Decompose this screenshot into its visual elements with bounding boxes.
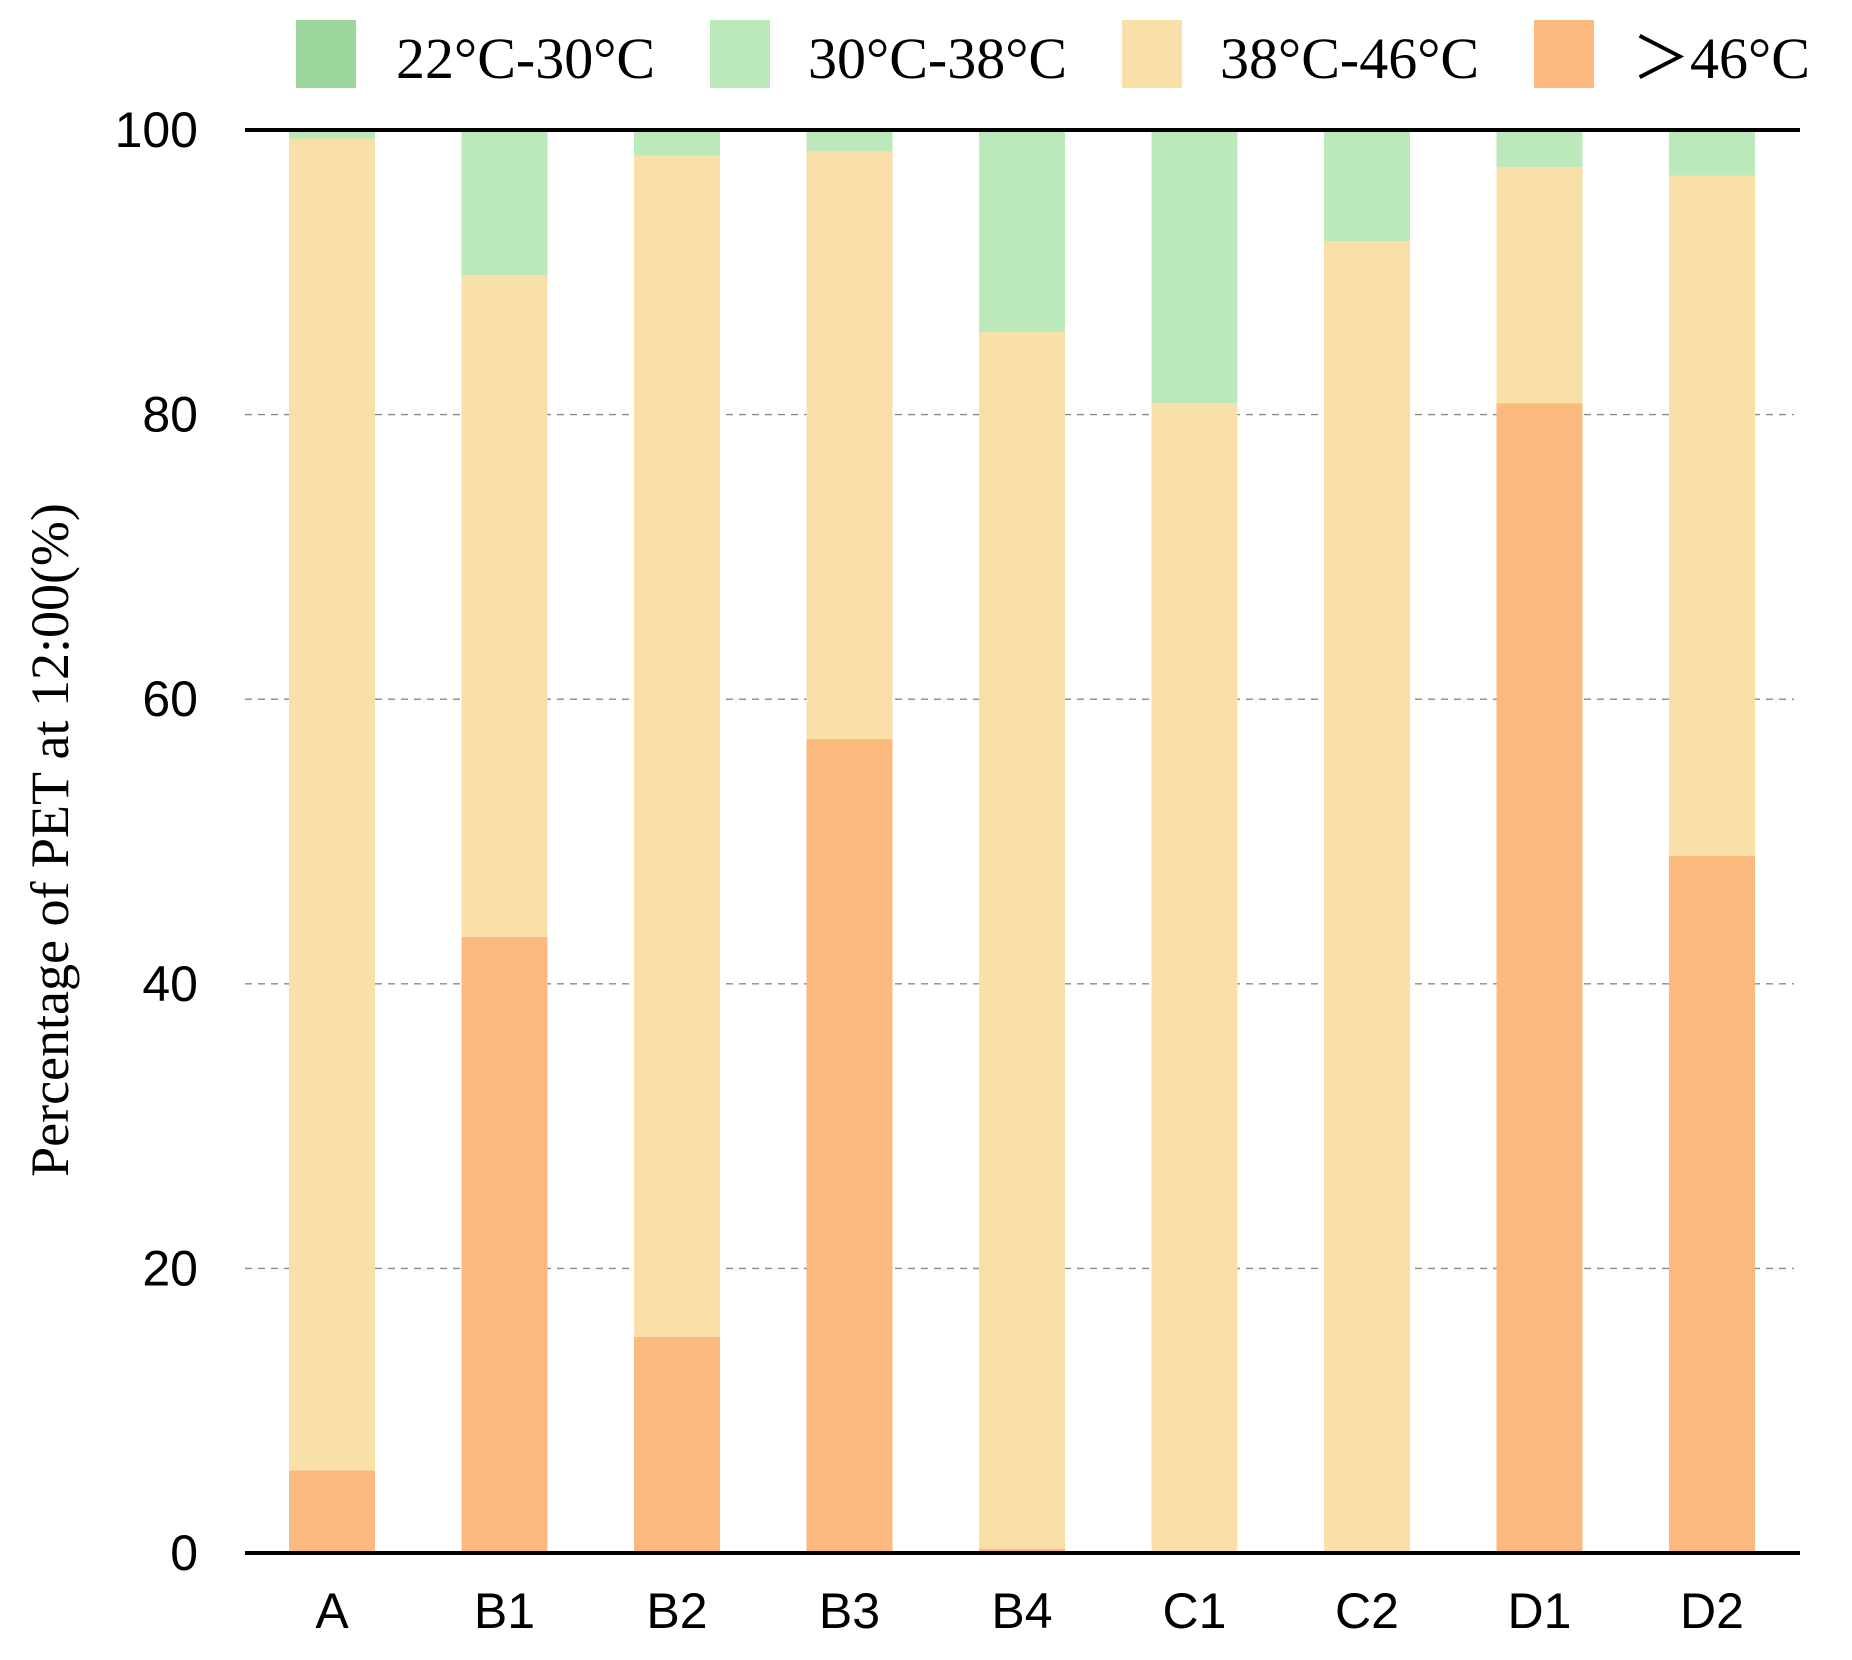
bar-B4-_46_C bbox=[979, 1548, 1065, 1553]
y-tick-label-60: 60 bbox=[142, 671, 198, 727]
bar-A-38_C_46_C bbox=[289, 138, 375, 1471]
bar-C1-30_C_38_C bbox=[1151, 130, 1238, 404]
x-tick-label-B3: B3 bbox=[819, 1583, 880, 1639]
x-tick-label-C2: C2 bbox=[1335, 1583, 1399, 1639]
y-axis-label: Percentage of PET at 12:00(%) bbox=[20, 503, 80, 1177]
x-tick-label-D1: D1 bbox=[1508, 1583, 1572, 1639]
bar-C1-38_C_46_C bbox=[1151, 403, 1238, 1553]
bar-A-_46_C bbox=[289, 1470, 375, 1553]
y-tick-label-0: 0 bbox=[170, 1525, 198, 1581]
bar-D1-_46_C bbox=[1496, 403, 1583, 1553]
legend-swatch-_46_C bbox=[1534, 20, 1594, 88]
bar-D2-38_C_46_C bbox=[1669, 175, 1755, 856]
y-tick-label-80: 80 bbox=[142, 387, 198, 443]
bar-B2-_46_C bbox=[634, 1336, 720, 1553]
x-tick-label-D2: D2 bbox=[1680, 1583, 1744, 1639]
bars-layer bbox=[289, 130, 1755, 1553]
legend-swatch-30_C_38_C bbox=[710, 20, 770, 88]
legend-swatch-22_C_30_C bbox=[296, 20, 356, 88]
legend-label-30_C_38_C: 30°C-38°C bbox=[808, 26, 1067, 91]
bar-B4-30_C_38_C bbox=[979, 130, 1065, 333]
bar-D1-30_C_38_C bbox=[1496, 130, 1583, 167]
legend-label-22_C_30_C: 22°C-30°C bbox=[396, 26, 655, 91]
x-tick-label-B4: B4 bbox=[991, 1583, 1052, 1639]
bar-D2-30_C_38_C bbox=[1669, 130, 1755, 176]
bar-B3-30_C_38_C bbox=[806, 130, 893, 152]
bar-C2-38_C_46_C bbox=[1324, 240, 1410, 1553]
x-tick-label-B2: B2 bbox=[646, 1583, 707, 1639]
y-tick-label-20: 20 bbox=[142, 1240, 198, 1296]
bar-B2-30_C_38_C bbox=[634, 130, 720, 156]
bar-D2-_46_C bbox=[1669, 855, 1755, 1553]
bar-B2-38_C_46_C bbox=[634, 155, 720, 1337]
x-tick-label-B1: B1 bbox=[474, 1583, 535, 1639]
bar-B1-30_C_38_C bbox=[461, 130, 548, 276]
x-tick-label-C1: C1 bbox=[1163, 1583, 1227, 1639]
bar-D1-38_C_46_C bbox=[1496, 166, 1583, 404]
y-tick-label-100: 100 bbox=[115, 102, 198, 158]
bar-B4-38_C_46_C bbox=[979, 332, 1065, 1549]
bar-B3-_46_C bbox=[806, 739, 893, 1553]
legend-label-38_C_46_C: 38°C-46°C bbox=[1220, 26, 1479, 91]
bar-A-30_C_38_C bbox=[289, 130, 375, 139]
x-tick-label-A: A bbox=[315, 1583, 349, 1639]
legend-swatch-38_C_46_C bbox=[1122, 20, 1182, 88]
bar-B3-38_C_46_C bbox=[806, 151, 893, 740]
bar-B1-38_C_46_C bbox=[461, 275, 548, 937]
legend: 22°C-30°C 30°C-38°C 38°C-46°C ＞46°C bbox=[296, 20, 1810, 91]
legend-label-_46_C: ＞46°C bbox=[1632, 26, 1810, 91]
bar-B1-_46_C bbox=[461, 936, 548, 1553]
y-tick-label-40: 40 bbox=[142, 956, 198, 1012]
bar-C2-30_C_38_C bbox=[1324, 130, 1410, 241]
axes-layer: A B1 B2 B3 B4 C1 C2 D1 D2 0 20 40 60 80 100 bbox=[115, 102, 1800, 1639]
